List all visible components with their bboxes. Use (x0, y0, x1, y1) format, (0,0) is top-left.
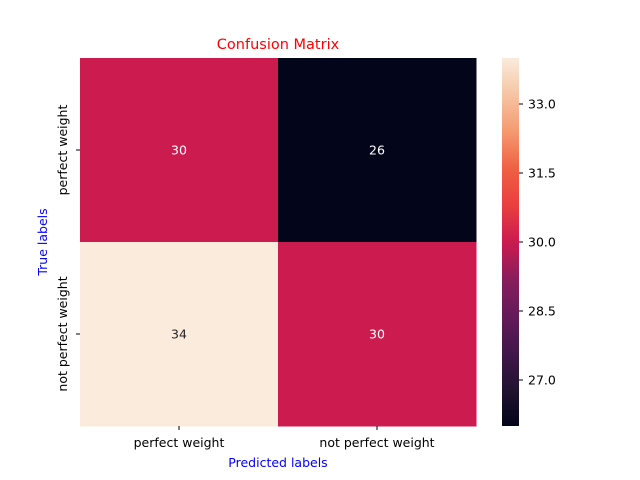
colorbar-tick-label: 33.0 (528, 97, 556, 112)
cell-value-label: 30 (369, 327, 385, 342)
y-tick-label: perfect weight (55, 105, 70, 196)
colorbar-tick-label: 28.5 (528, 304, 556, 319)
y-tick-label: not perfect weight (55, 276, 70, 391)
cell-value-label: 26 (369, 143, 385, 158)
colorbar (502, 58, 519, 426)
heatmap-cell (80, 242, 279, 427)
heatmap-cells (80, 58, 477, 427)
cell-value-label: 34 (171, 327, 187, 342)
x-tick-label: perfect weight (134, 435, 225, 450)
y-axis-title: True labels (35, 208, 50, 276)
heatmap-cell (278, 242, 477, 427)
colorbar-tick-label: 30.0 (528, 235, 556, 250)
colorbar-gradient (502, 58, 519, 426)
cell-value-label: 30 (171, 143, 187, 158)
heatmap-cell (80, 58, 279, 243)
x-axis-title: Predicted labels (228, 455, 327, 470)
colorbar-tick-label: 31.5 (528, 166, 556, 181)
heatmap-cell-labels: 30 26 34 30 (171, 143, 385, 342)
colorbar-ticks: 27.0 28.5 30.0 31.5 33.0 (519, 97, 556, 388)
heatmap-cell (278, 58, 477, 243)
x-axis: perfect weight not perfect weight (134, 426, 435, 450)
colorbar-tick-label: 27.0 (528, 373, 556, 388)
x-tick-label: not perfect weight (319, 435, 434, 450)
y-axis: perfect weight not perfect weight (55, 105, 80, 392)
chart-title: Confusion Matrix (217, 37, 340, 53)
